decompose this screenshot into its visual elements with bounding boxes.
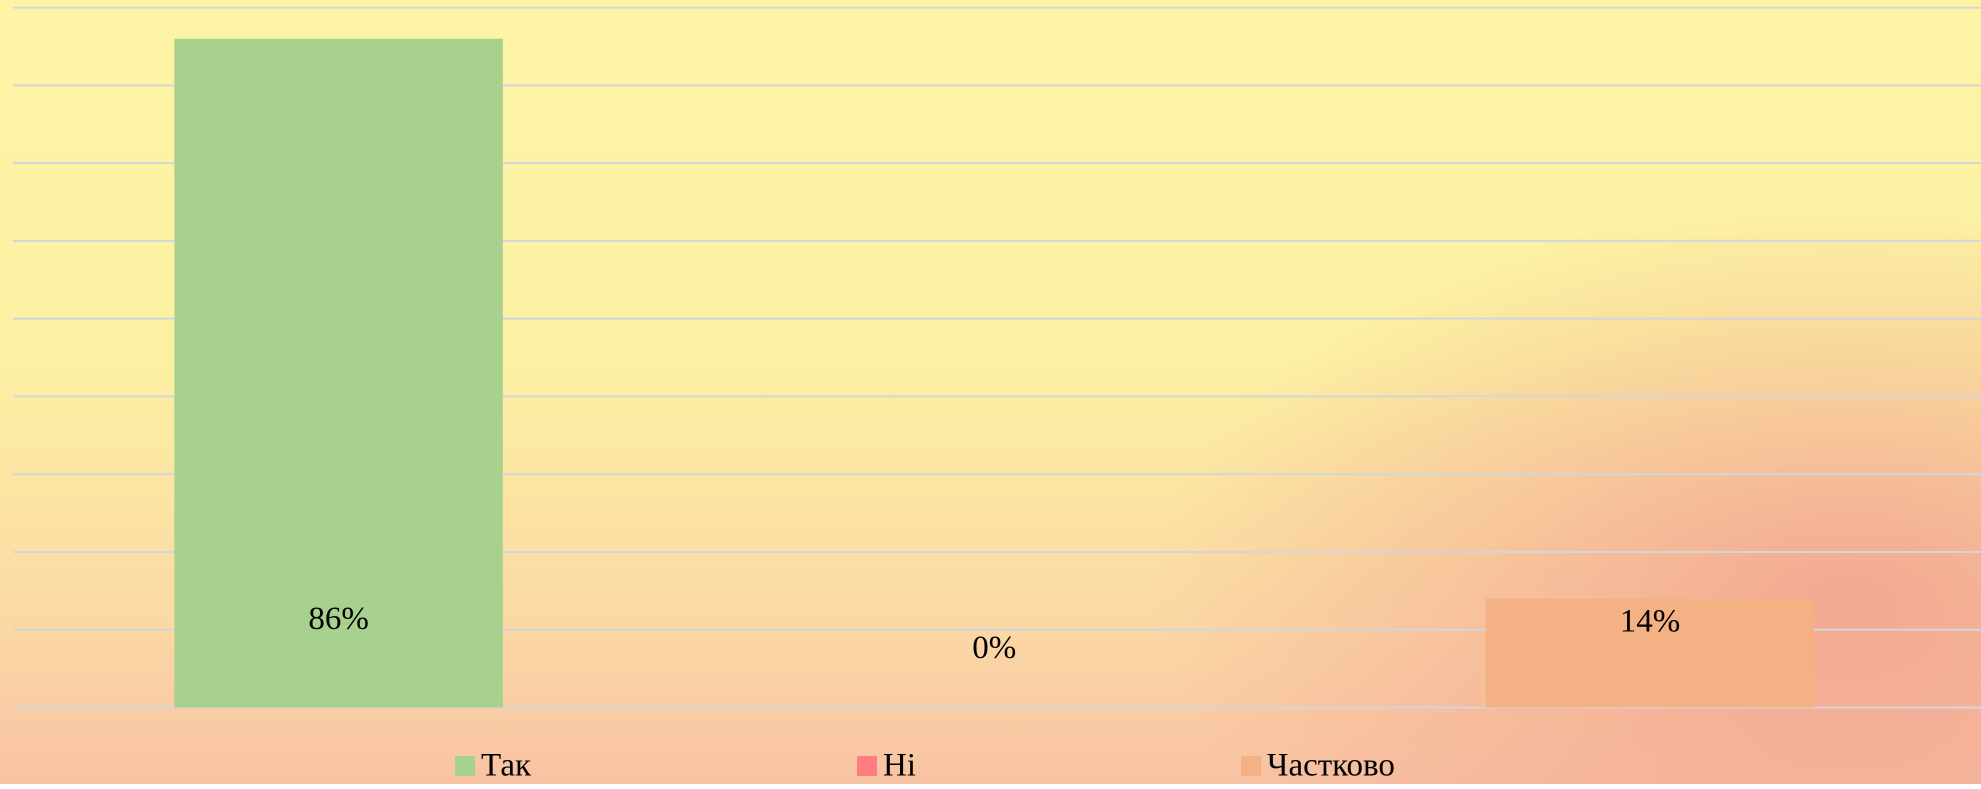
- legend-marker: [455, 756, 475, 776]
- bar: [1485, 598, 1815, 708]
- legend-label: Частково: [1267, 748, 1395, 784]
- data-label: 0%: [972, 630, 1016, 666]
- legend-marker: [1241, 756, 1261, 776]
- legend-label: Так: [481, 748, 532, 784]
- data-label: 14%: [1620, 603, 1681, 639]
- data-label: 86%: [308, 601, 369, 637]
- bar: [174, 38, 503, 708]
- legend-marker: [857, 756, 877, 776]
- legend-label: Ні: [883, 748, 916, 784]
